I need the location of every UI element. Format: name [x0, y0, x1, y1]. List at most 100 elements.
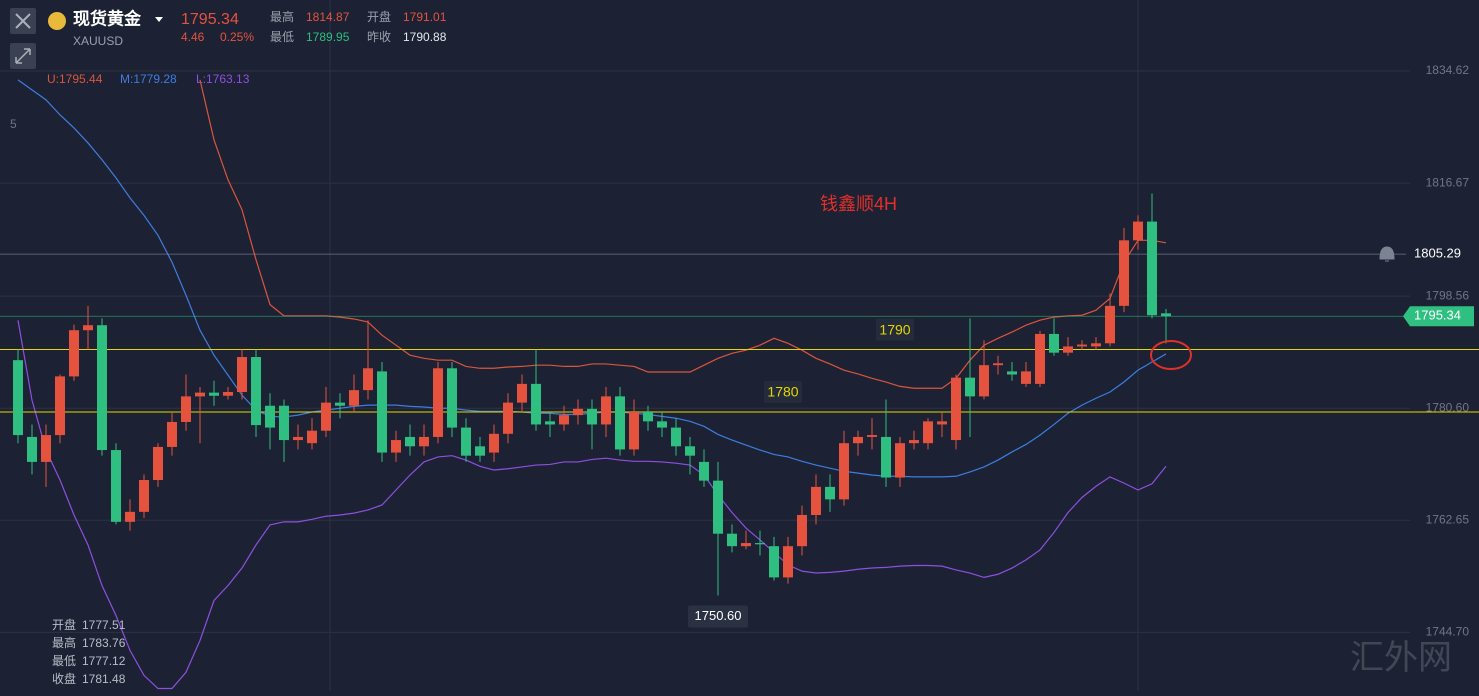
- candle-body: [699, 461, 709, 481]
- candle-body: [559, 415, 569, 425]
- change: 4.46: [181, 30, 205, 44]
- candle-body: [769, 546, 779, 578]
- y-tick-label: 1834.62: [1426, 63, 1470, 77]
- candle-body: [83, 325, 93, 331]
- candle-body: [349, 390, 359, 406]
- candle-body: [475, 446, 485, 456]
- stat-label: 开盘: [367, 9, 391, 24]
- stat-value: 1814.87: [306, 10, 350, 24]
- info-value: 1777.12: [82, 654, 126, 668]
- level-label-bg: [764, 380, 802, 403]
- candle-body: [503, 402, 513, 434]
- candle-body: [27, 436, 37, 462]
- band-legend: M:1779.28: [120, 72, 177, 86]
- close-icon: [15, 13, 31, 29]
- change-pct: 0.25%: [220, 30, 254, 44]
- candle-body: [573, 408, 583, 416]
- candle-body: [41, 435, 51, 462]
- info-panel: 开盘 1777.51 最高 1783.76 最低 1777.12 收盘 1781…: [52, 617, 126, 686]
- candle-body: [363, 368, 373, 391]
- candle-body: [1105, 305, 1115, 344]
- candle-body: [167, 421, 177, 447]
- candle-body: [979, 365, 989, 397]
- candle-body: [1119, 240, 1129, 306]
- candle-body: [433, 368, 443, 437]
- level-label: 1790: [879, 321, 910, 337]
- candle-body: [1133, 221, 1143, 241]
- candle-body: [783, 546, 793, 578]
- candle-body: [97, 325, 107, 451]
- candle-body: [867, 435, 877, 437]
- candle-body: [601, 396, 611, 425]
- candle-body: [307, 430, 317, 444]
- candle-body: [713, 480, 723, 534]
- stat-value: 1789.95: [306, 30, 350, 44]
- y-tick-label: 1780.60: [1426, 400, 1470, 414]
- candle-body: [811, 486, 821, 515]
- candle-body: [1077, 344, 1087, 347]
- bell-icon[interactable]: [1379, 246, 1395, 262]
- candle-body: [377, 371, 387, 453]
- candle-body: [251, 357, 261, 426]
- level-label: 1780: [767, 384, 798, 400]
- candle-body: [587, 408, 597, 425]
- candle-body: [685, 446, 695, 456]
- band-line: [17, 320, 1167, 690]
- candle-body: [223, 392, 233, 396]
- candle-body: [181, 396, 191, 422]
- info-label: 最低: [52, 654, 76, 668]
- candle-body: [965, 377, 975, 397]
- highlight-circle: [1150, 340, 1192, 370]
- info-value: 1783.76: [82, 636, 126, 650]
- gold-icon: [48, 12, 66, 30]
- symbol: XAUUSD: [73, 34, 123, 48]
- annotation: 钱鑫顺4H: [820, 194, 897, 214]
- candle-body: [881, 436, 891, 478]
- candle-body: [671, 427, 681, 447]
- stat-value: 1791.01: [403, 10, 447, 24]
- price-tag-text: 1805.29: [1414, 246, 1461, 261]
- candle-body: [1049, 333, 1059, 353]
- band-legend: U:1795.44: [47, 72, 103, 86]
- candle-body: [125, 511, 135, 522]
- candle-body: [629, 411, 639, 450]
- candle-body: [923, 421, 933, 444]
- left-axis-label: 5: [10, 117, 17, 131]
- dropdown-arrow[interactable]: [155, 17, 163, 22]
- candle-body: [727, 533, 737, 547]
- candle-body: [839, 443, 849, 500]
- y-tick-label: 1816.67: [1426, 175, 1470, 189]
- candle-body: [111, 450, 121, 522]
- price-tag: [1403, 306, 1474, 327]
- candle-body: [139, 480, 149, 512]
- instrument-name[interactable]: 现货黄金: [73, 8, 142, 28]
- candle-body: [55, 376, 65, 436]
- candle-body: [405, 436, 415, 447]
- candle-body: [643, 411, 653, 422]
- candle-body: [279, 405, 289, 441]
- candle-body: [1021, 371, 1031, 384]
- price: 1795.34: [181, 11, 239, 28]
- plot: 1790 1780 1750.60: [0, 79, 1479, 690]
- stat-label: 最低: [270, 30, 294, 44]
- candle-body: [447, 368, 457, 428]
- candle-body: [993, 363, 1003, 366]
- price-tag: [1406, 244, 1476, 265]
- candle-body: [195, 392, 205, 397]
- stat-label: 昨收: [367, 30, 391, 44]
- low-label: 1750.60: [695, 608, 742, 623]
- y-tick-label: 1798.56: [1426, 288, 1470, 302]
- candle-body: [853, 436, 863, 444]
- candle-body: [293, 436, 303, 441]
- candle-body: [461, 427, 471, 456]
- band-legend: L:1763.13: [196, 72, 250, 86]
- candle-body: [951, 377, 961, 441]
- info-label: 最高: [52, 635, 76, 650]
- candle-body: [153, 446, 163, 481]
- candle-body: [209, 392, 219, 396]
- candle-body: [1091, 343, 1101, 347]
- candle-body: [545, 421, 555, 425]
- candle-body: [1035, 333, 1045, 384]
